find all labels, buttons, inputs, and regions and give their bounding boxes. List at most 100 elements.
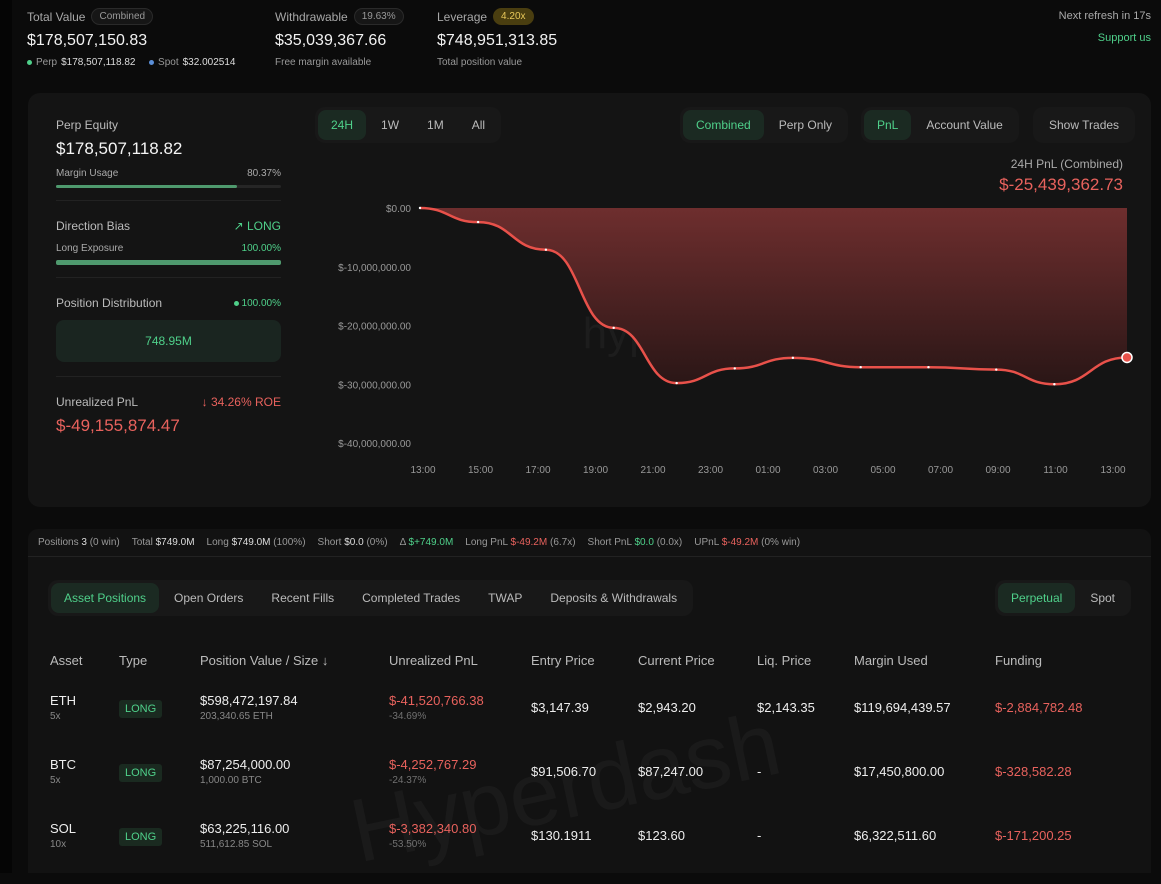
data-point: [927, 366, 930, 369]
perp-equity-label: Perp Equity: [56, 118, 119, 132]
asset: BTC: [50, 756, 76, 772]
support-link[interactable]: Support us: [1097, 32, 1151, 44]
liq-price: $2,143.35: [757, 699, 815, 715]
spot-value: $32.002514: [182, 57, 236, 68]
col-funding[interactable]: Funding: [995, 652, 1042, 668]
pnl-pct: -34.69%: [389, 710, 427, 722]
range-all[interactable]: All: [471, 118, 486, 132]
show-trades-toggle: Show Trades: [1033, 107, 1136, 143]
tab-open-orders[interactable]: Open Orders: [174, 591, 244, 605]
pnl-pct: -24.37%: [389, 774, 427, 786]
mode-combined[interactable]: Combined: [683, 110, 764, 140]
pnl-line: [419, 206, 1128, 386]
x-tick-label: 21:00: [640, 465, 665, 476]
leverage: 5x: [50, 710, 61, 722]
total-value-label: Total Value: [27, 9, 86, 24]
position-distribution-label: Position Distribution: [56, 296, 163, 310]
metric-account-value[interactable]: Account Value: [926, 118, 1003, 132]
col-asset[interactable]: Asset: [50, 652, 83, 668]
direction-bias-value: LONG: [246, 219, 281, 233]
data-point: [418, 206, 422, 210]
position-size: 1,000.00 BTC: [200, 774, 262, 786]
tab-deposits-withdrawals[interactable]: Deposits & Withdrawals: [550, 591, 678, 605]
y-tick-label: $-10,000,000.00: [338, 263, 411, 274]
tab-recent-fills[interactable]: Recent Fills: [271, 591, 335, 605]
table-row[interactable]: SOL 10x LONG $63,225,116.00 511,612.85 SOL…: [50, 803, 1125, 867]
type-badge: LONG: [119, 827, 163, 846]
y-tick-label: $-40,000,000.00: [338, 439, 411, 450]
col-entry-price[interactable]: Entry Price: [531, 652, 595, 668]
data-point: [544, 248, 548, 251]
tab-spot[interactable]: Spot: [1090, 591, 1115, 605]
tab-perpetual[interactable]: Perpetual: [997, 583, 1076, 613]
data-point: [859, 366, 862, 369]
data-point: [995, 368, 998, 371]
tab-asset-positions[interactable]: Asset Positions: [51, 583, 160, 613]
unrealized-pnl-label: Unrealized PnL: [56, 395, 139, 409]
metric-selector: PnL Account Value: [861, 107, 1019, 143]
metric-pnl[interactable]: PnL: [864, 110, 912, 140]
stats-bar: Positions 3 (0 win) Total $749.0M Long $…: [28, 529, 1151, 557]
range-1w[interactable]: 1W: [381, 118, 400, 132]
stat-short-note: (0%): [366, 537, 388, 548]
distribution-bar[interactable]: 748.95M: [56, 320, 281, 362]
x-tick-label: 13:00: [1100, 465, 1125, 476]
funding: $-2,884,782.48: [995, 699, 1083, 715]
tab-completed-trades[interactable]: Completed Trades: [362, 591, 461, 605]
perp-label: Perp: [36, 57, 58, 68]
last-point: [1121, 351, 1133, 364]
total-value: $178,507,150.83: [27, 32, 148, 49]
type-badge: LONG: [119, 763, 163, 782]
account-sidebar: Perp Equity $178,507,118.82 Margin Usage…: [56, 118, 281, 445]
stat-positions: 3: [81, 537, 87, 548]
dist-dot-icon: [233, 300, 239, 306]
current-price: $2,943.20: [638, 699, 696, 715]
perp-value: $178,507,118.82: [61, 57, 136, 68]
col-margin-used[interactable]: Margin Used: [854, 652, 928, 668]
x-tick-label: 15:00: [468, 465, 493, 476]
pnl-pct: -53.50%: [389, 838, 427, 850]
position-value: $63,225,116.00: [200, 820, 290, 836]
unrealized-pnl: $-4,252,767.29: [389, 756, 477, 772]
stat-longpnl-label: Long PnL: [465, 537, 508, 548]
leverage-label: Leverage: [437, 9, 488, 24]
stat-upnl-label: UPnL: [694, 537, 719, 548]
stat-upnl: $-49.2M: [721, 537, 759, 548]
x-tick-label: 13:00: [410, 465, 435, 476]
stat-positions-label: Positions: [38, 537, 79, 548]
col-position-value[interactable]: Position Value / Size ↓: [200, 652, 329, 668]
x-tick-label: 07:00: [928, 465, 953, 476]
mode-selector: Combined Perp Only: [680, 107, 849, 143]
col-liq-price[interactable]: Liq. Price: [757, 652, 812, 668]
withdrawable-value: $35,039,367.66: [275, 32, 387, 49]
stat-delta-label: Δ: [399, 537, 406, 548]
position-value: $598,472,197.84: [200, 692, 298, 708]
perp-dot-icon: [27, 60, 32, 65]
col-current-price[interactable]: Current Price: [638, 652, 715, 668]
asset: SOL: [50, 820, 77, 836]
pnl-chart[interactable]: $0.00 $-10,000,000.00 $-20,000,000.00 $-30,…: [0, 0, 1161, 520]
x-tick-label: 05:00: [870, 465, 895, 476]
col-unrealized-pnl[interactable]: Unrealized PnL: [389, 652, 478, 668]
stat-shortpnl-label: Short PnL: [587, 537, 632, 548]
mode-perp-only[interactable]: Perp Only: [778, 118, 833, 132]
show-trades-button[interactable]: Show Trades: [1049, 118, 1120, 132]
withdrawable-kpi: Withdrawable 19.63% $35,039,367.66 Free m…: [275, 8, 404, 68]
roe-value: 34.26% ROE: [210, 395, 281, 409]
leverage-value: $748,951,313.85: [437, 32, 558, 49]
range-24h[interactable]: 24H: [318, 110, 367, 140]
trending-up-icon: ↗: [233, 219, 247, 233]
tab-twap[interactable]: TWAP: [488, 591, 523, 605]
col-type[interactable]: Type: [119, 652, 148, 668]
table-row[interactable]: BTC 5x LONG $87,254,000.00 1,000.00 BTC $-…: [50, 739, 1125, 803]
positions-section: Asset Positions Open Orders Recent Fills Co…: [28, 557, 1151, 873]
pnl-area: [420, 208, 1127, 385]
stat-upnl-note: (0% win): [761, 537, 801, 548]
x-tick-label: 19:00: [583, 465, 608, 476]
table-row[interactable]: ETH 5x LONG $598,472,197.84 203,340.65 ETH…: [50, 675, 1125, 739]
y-tick-label: $-30,000,000.00: [338, 380, 411, 391]
type-badge: LONG: [119, 699, 163, 718]
range-1m[interactable]: 1M: [427, 118, 444, 132]
margin-usage-bar: [56, 185, 281, 188]
withdrawable-label: Withdrawable: [275, 9, 348, 24]
